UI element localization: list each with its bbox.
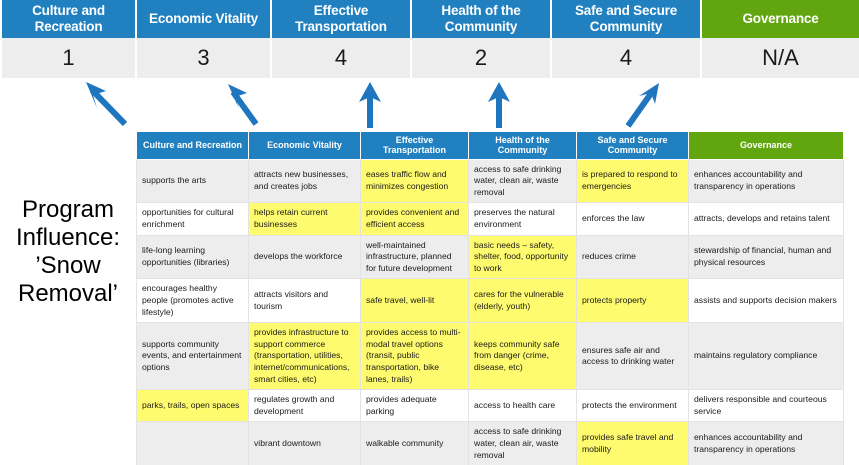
influence-matrix: Culture and Recreation Economic Vitality… (136, 131, 844, 465)
matrix-cell: stewardship of financial, human and phys… (688, 234, 844, 280)
matrix-cell: provides adequate parking (360, 389, 469, 423)
matrix-cell: reduces crime (576, 234, 689, 280)
matrix-cell: provides safe travel and mobility (576, 421, 689, 465)
matrix-cell: opportunities for cultural enrichment (136, 202, 249, 236)
matrix-cell: develops the workforce (248, 234, 361, 280)
arrow-safe-and-secure-community-shaft (625, 90, 655, 128)
matrix-cell: provides convenient and efficient access (360, 202, 469, 236)
matrix-cell: supports community events, and entertain… (136, 322, 249, 391)
matrix-header-governance: Governance (688, 131, 844, 160)
matrix-cell: supports the arts (136, 158, 249, 204)
matrix-cell: provides access to multi-modal travel op… (360, 322, 469, 391)
arrow-group (0, 78, 859, 134)
scorecard-table: Culture and Recreation Economic Vitality… (0, 0, 859, 78)
scorecard-score-row: 1 3 4 2 4 N/A (0, 38, 859, 78)
matrix-row: supports community events, and entertain… (136, 322, 844, 391)
matrix-cell: access to health care (468, 389, 577, 423)
matrix-cell: access to safe drinking water, clean air… (468, 421, 577, 465)
scorecard-score-health-of-the-community: 2 (410, 38, 552, 78)
scorecard-strip: Culture and Recreation Economic Vitality… (0, 0, 859, 78)
matrix-cell: maintains regulatory compliance (688, 322, 844, 391)
caption-line-1: Program (21, 196, 115, 223)
arrow-economic-vitality-head (228, 84, 247, 109)
influence-matrix-table: Culture and Recreation Economic Vitality… (136, 131, 844, 465)
matrix-cell: cares for the vulnerable (elderly, youth… (468, 278, 577, 324)
matrix-cell: assists and supports decision makers (688, 278, 844, 324)
scorecard-score-culture-and-recreation: 1 (0, 38, 137, 78)
matrix-cell: parks, trails, open spaces (136, 389, 249, 423)
arrow-health-of-the-community-head (488, 82, 510, 102)
matrix-cell: preserves the natural environment (468, 202, 577, 236)
matrix-row: opportunities for cultural enrichment hel… (136, 202, 844, 236)
scorecard-score-economic-vitality: 3 (135, 38, 272, 78)
scorecard-header-safe-and-secure-community: Safe and Secure Community (550, 0, 702, 38)
matrix-row: supports the arts attracts new businesses… (136, 158, 844, 204)
matrix-cell: vibrant downtown (248, 421, 361, 465)
scorecard-header-economic-vitality: Economic Vitality (135, 0, 272, 38)
scorecard-score-governance: N/A (700, 38, 859, 78)
scorecard-header-health-of-the-community: Health of the Community (410, 0, 552, 38)
matrix-header-health-of-the-community: Health of the Community (468, 131, 577, 160)
matrix-cell: well-maintained infrastructure, planned … (360, 234, 469, 280)
matrix-cell (136, 421, 249, 465)
program-influence-caption: Program Influence: ’Snow Removal’ (2, 196, 134, 308)
matrix-cell: attracts new businesses, and creates job… (248, 158, 361, 204)
matrix-cell: safe travel, well-lit (360, 278, 469, 324)
matrix-cell: attracts, develops and retains talent (688, 202, 844, 236)
scorecard-score-effective-transportation: 4 (270, 38, 412, 78)
matrix-cell: enhances accountability and transparency… (688, 158, 844, 204)
matrix-row: encourages healthy people (promotes acti… (136, 278, 844, 324)
arrow-culture-and-recreation-head (86, 82, 106, 108)
matrix-header-culture-and-recreation: Culture and Recreation (136, 131, 249, 160)
arrow-safe-and-secure-community-head (639, 83, 659, 104)
arrow-effective-transportation-head (359, 82, 381, 102)
matrix-cell: protects property (576, 278, 689, 324)
scorecard-header-effective-transportation: Effective Transportation (270, 0, 412, 38)
scorecard-header-row: Culture and Recreation Economic Vitality… (0, 0, 859, 38)
matrix-row: vibrant downtown walkable community access… (136, 421, 844, 465)
matrix-cell: protects the environment (576, 389, 689, 423)
matrix-header-economic-vitality: Economic Vitality (248, 131, 361, 160)
matrix-cell: regulates growth and development (248, 389, 361, 423)
matrix-cell: attracts visitors and tourism (248, 278, 361, 324)
matrix-cell: is prepared to respond to emergencies (576, 158, 689, 204)
matrix-header-safe-and-secure-community: Safe and Secure Community (576, 131, 689, 160)
matrix-cell: enhances accountability and transparency… (688, 421, 844, 465)
arrow-economic-vitality-shaft (230, 90, 259, 126)
scorecard-header-culture-and-recreation: Culture and Recreation (0, 0, 137, 38)
matrix-header-effective-transportation: Effective Transportation (360, 131, 469, 160)
scorecard-score-safe-and-secure-community: 4 (550, 38, 702, 78)
matrix-row: life-long learning opportunities (librar… (136, 234, 844, 280)
matrix-cell: delivers responsible and courteous servi… (688, 389, 844, 423)
matrix-body: supports the arts attracts new businesses… (136, 158, 844, 465)
matrix-cell: provides infrastructure to support comme… (248, 322, 361, 391)
matrix-cell: helps retain current businesses (248, 202, 361, 236)
scorecard-header-governance: Governance (700, 0, 859, 38)
caption-line-2: Influence: (15, 224, 121, 252)
caption-line-4: Removal’ (17, 280, 119, 308)
caption-line-3: ’Snow (35, 252, 101, 280)
matrix-header-row: Culture and Recreation Economic Vitality… (136, 131, 844, 160)
matrix-cell: ensures safe air and access to drinking … (576, 322, 689, 391)
matrix-cell: enforces the law (576, 202, 689, 236)
matrix-cell: encourages healthy people (promotes acti… (136, 278, 249, 324)
matrix-cell: access to safe drinking water, clean air… (468, 158, 577, 204)
matrix-cell: life-long learning opportunities (librar… (136, 234, 249, 280)
matrix-cell: basic needs – safety, shelter, food, opp… (468, 234, 577, 280)
matrix-cell: keeps community safe from danger (crime,… (468, 322, 577, 391)
matrix-cell: eases traffic flow and minimizes congest… (360, 158, 469, 204)
matrix-row: parks, trails, open spaces regulates grow… (136, 389, 844, 423)
arrow-culture-and-recreation-shaft (89, 87, 128, 127)
matrix-cell: walkable community (360, 421, 469, 465)
